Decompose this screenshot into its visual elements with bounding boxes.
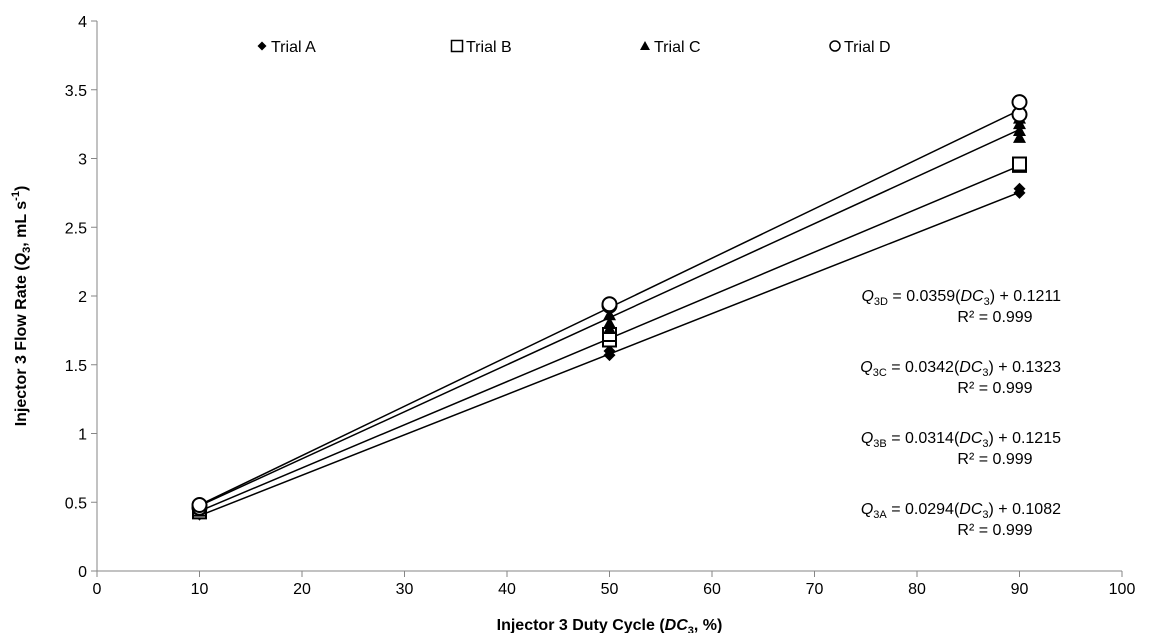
x-tick-label: 60 [703, 581, 721, 598]
data-point-trial-c [603, 308, 616, 321]
legend-item-trial-c: Trial C [640, 39, 701, 56]
y-axis-title: Injector 3 Flow Rate (Q3, mL s-1) [10, 186, 33, 427]
r-squared-text: R² = 0.999 [957, 451, 1032, 468]
data-point-trial-c [1013, 130, 1026, 143]
x-tick-label: 20 [293, 581, 311, 598]
data-point-trial-c [1013, 124, 1026, 136]
plot-area: 0 10 20 30 40 50 60 70 80 90 100 0 0.5 1 1.5 2 2.5 3 3.5 4 T… [65, 14, 1136, 598]
legend-marker [829, 40, 841, 52]
x-axis-title-text: Injector 3 Duty Cycle (DC3, %) [497, 617, 723, 633]
equation-text: Q3D = 0.0359(DC3) + 0.1211 [861, 288, 1061, 308]
x-tick-label: 80 [908, 581, 926, 598]
legend-item-trial-a: Trial A [257, 39, 316, 56]
y-tick-label: 2.5 [65, 220, 87, 237]
equation-text: Q3C = 0.0342(DC3) + 0.1323 [860, 359, 1061, 379]
r-squared-text: R² = 0.999 [957, 522, 1032, 539]
legend-item-trial-b: Trial B [450, 39, 512, 56]
x-axis-title: Injector 3 Duty Cycle (DC3, %) [497, 617, 723, 633]
x-tick-label: 30 [396, 581, 414, 598]
equation-text: Q3B = 0.0314(DC3) + 0.1215 [861, 430, 1061, 450]
data-point-trial-d [601, 296, 618, 313]
legend: Trial A Trial B Trial C Trial D [257, 39, 891, 56]
x-tick-label: 40 [498, 581, 516, 598]
y-tick-label: 0 [78, 564, 87, 581]
equation-text: Q3A = 0.0294(DC3) + 0.1082 [861, 501, 1061, 521]
legend-label: Trial C [654, 39, 701, 56]
y-tick-label: 1 [78, 427, 87, 444]
x-tick-label: 0 [93, 581, 102, 598]
legend-item-trial-d: Trial D [829, 39, 891, 56]
y-axis-title-text: Injector 3 Flow Rate (Q3, mL s-1) [10, 186, 33, 427]
legend-label: Trial B [466, 39, 512, 56]
data-point-trial-d [1011, 94, 1028, 111]
data-point-trial-a [603, 345, 616, 357]
legend-marker [450, 39, 464, 53]
x-tick-label: 50 [601, 581, 619, 598]
y-tick-label: 2 [78, 289, 87, 306]
y-tick-label: 4 [78, 14, 87, 31]
data-point-trial-d [191, 497, 208, 513]
data-point-trial-a [1013, 182, 1026, 195]
legend-label: Trial D [844, 39, 891, 56]
data-point-trial-c [603, 316, 616, 329]
y-tick-label: 1.5 [65, 358, 87, 375]
legend-marker [640, 41, 650, 50]
data-point-trial-b [1012, 156, 1027, 172]
y-tick-label: 3 [78, 152, 87, 169]
y-tick-label: 0.5 [65, 495, 87, 512]
x-tick-label: 90 [1011, 581, 1029, 598]
r-squared-text: R² = 0.999 [957, 309, 1032, 326]
y-tick-label: 3.5 [65, 83, 87, 100]
x-tick-label: 70 [806, 581, 824, 598]
x-tick-label: 100 [1109, 581, 1136, 598]
legend-marker [257, 41, 267, 51]
r-squared-text: R² = 0.999 [957, 380, 1032, 397]
legend-label: Trial A [271, 39, 316, 56]
x-tick-label: 10 [191, 581, 209, 598]
